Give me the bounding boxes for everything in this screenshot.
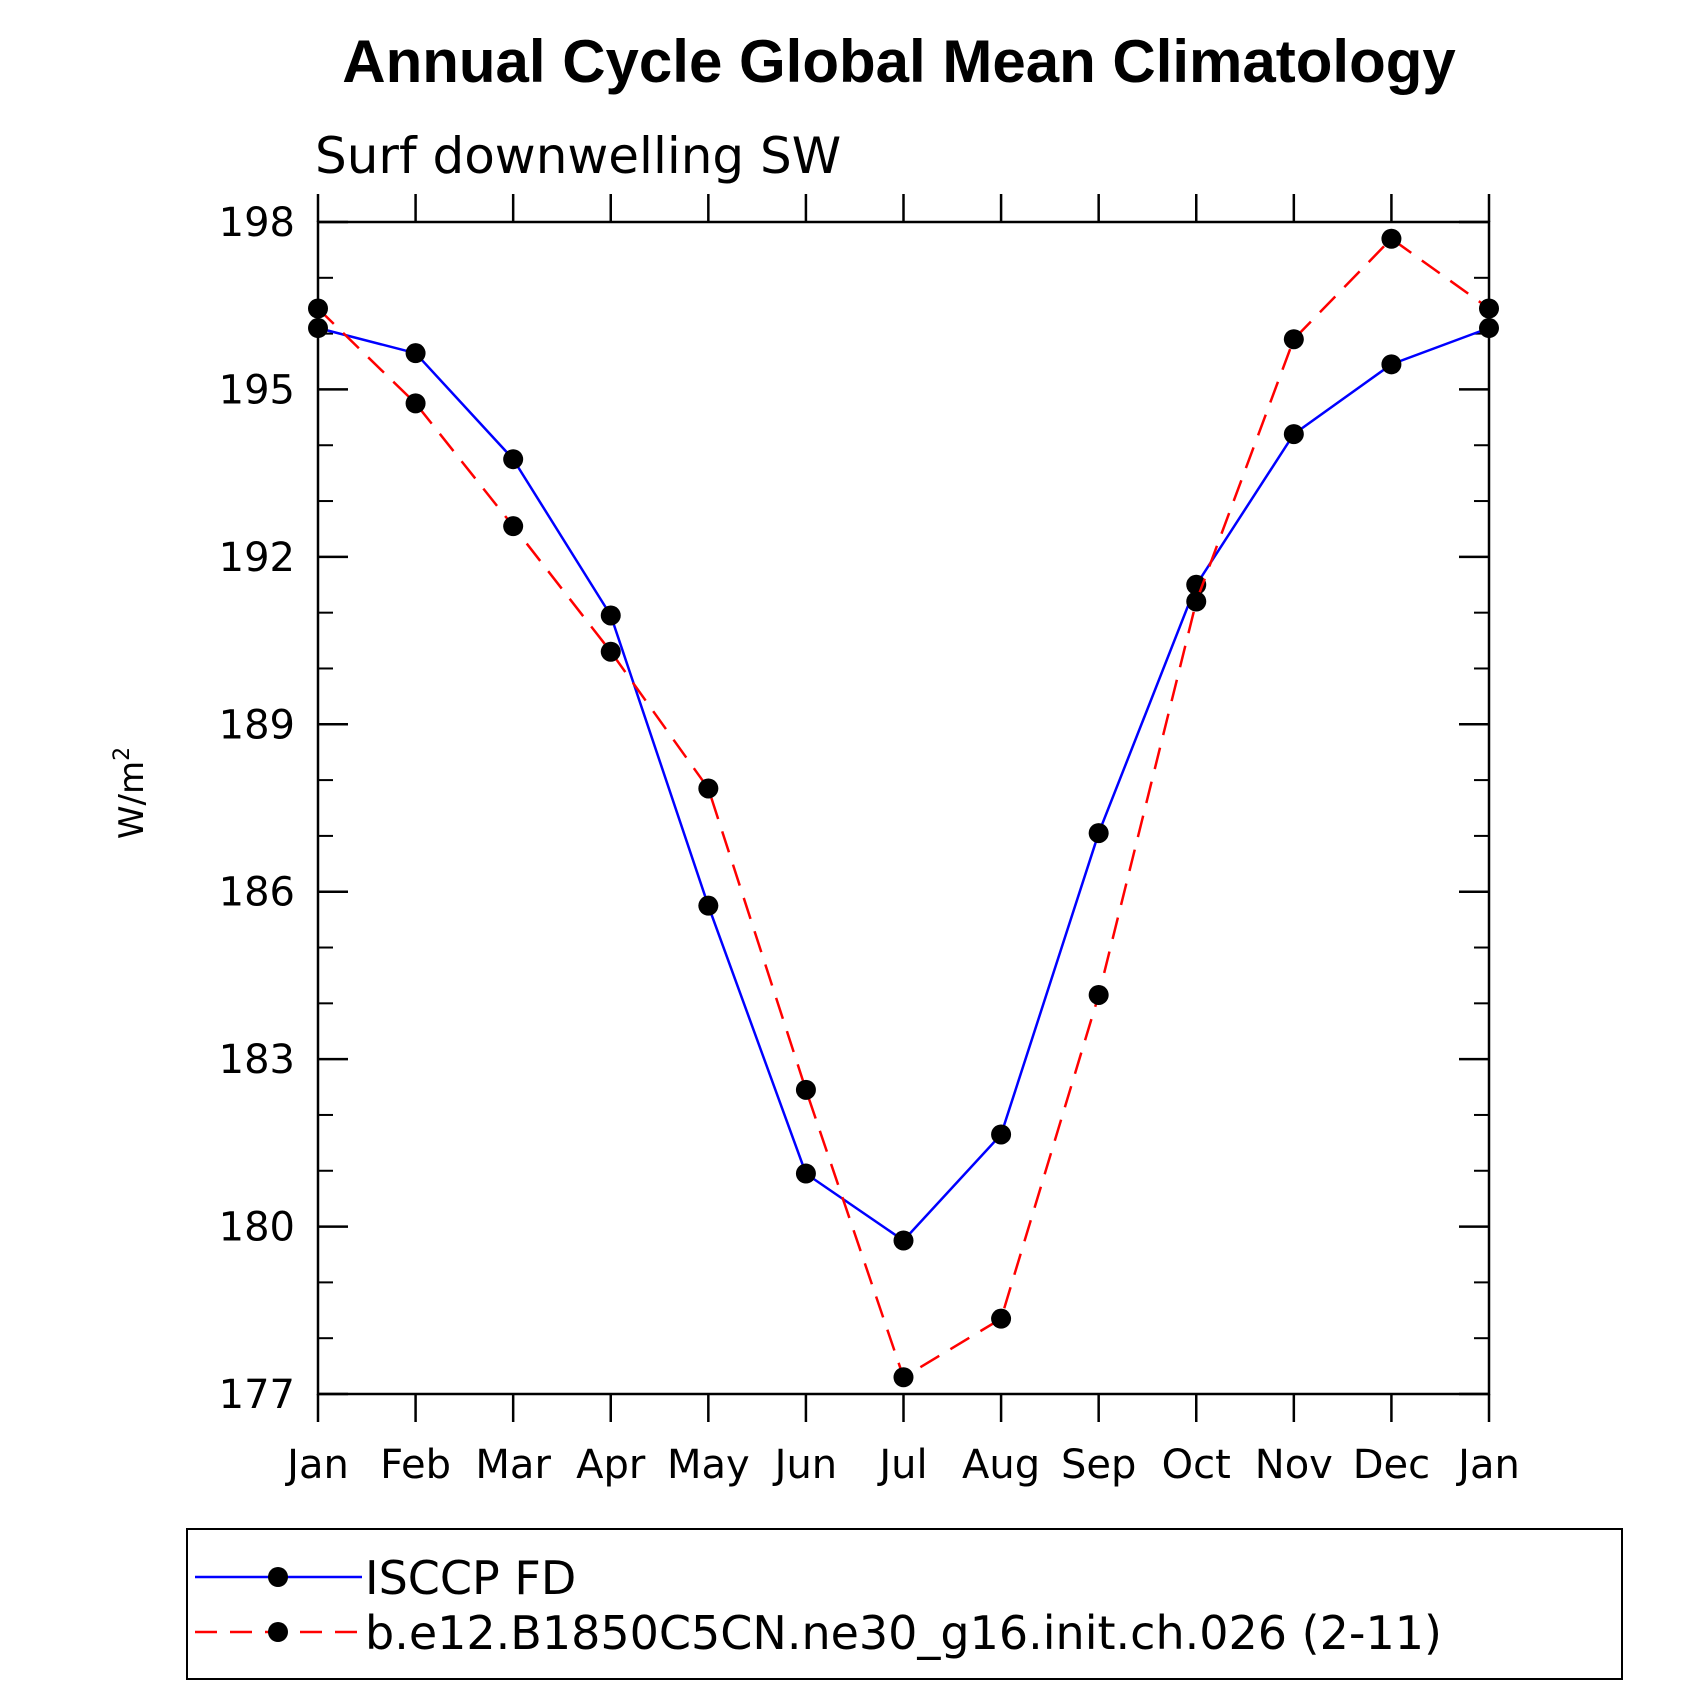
- legend-label: b.e12.B1850C5CN.ne30_g16.init.ch.026 (2-…: [365, 1606, 1442, 1660]
- plot-frame: [316, 220, 1491, 1396]
- series-line: [317, 326, 1490, 1243]
- y-tick-label: 186: [219, 870, 295, 916]
- legend: ISCCP FDb.e12.B1850C5CN.ne30_g16.init.ch…: [186, 1528, 1623, 1680]
- x-tick-label: Oct: [1162, 1442, 1231, 1488]
- series-line: [317, 237, 1490, 1380]
- x-tick-label: Jun: [772, 1442, 838, 1488]
- data-point: [1283, 424, 1304, 445]
- data-point: [893, 1230, 914, 1251]
- y-tick-label: 195: [219, 367, 295, 413]
- y-tick-label: 177: [219, 1372, 295, 1418]
- data-point: [991, 1124, 1012, 1145]
- x-tick-label: Jan: [1455, 1442, 1520, 1488]
- x-tick-label: Feb: [380, 1442, 451, 1488]
- legend-label: ISCCP FD: [365, 1551, 576, 1605]
- chart-title: Annual Cycle Global Mean Climatology: [342, 28, 1456, 95]
- data-point: [1088, 823, 1109, 844]
- plot-series: [308, 228, 1499, 1388]
- x-tick-label: Apr: [576, 1442, 646, 1488]
- data-point: [698, 778, 719, 799]
- x-tick-label: Sep: [1061, 1442, 1136, 1488]
- data-point: [1479, 318, 1499, 339]
- x-tick-label: May: [667, 1442, 750, 1488]
- x-tick-label: Aug: [962, 1442, 1040, 1488]
- legend-marker: [268, 1567, 288, 1587]
- data-point: [795, 1163, 816, 1184]
- data-point: [503, 449, 524, 470]
- y-tick-label: 180: [219, 1205, 295, 1251]
- data-point: [405, 343, 426, 364]
- y-tick-label: 189: [219, 702, 295, 748]
- series-1: [308, 318, 1499, 1251]
- y-tick-label: 192: [219, 535, 295, 581]
- y-tick-label: 198: [219, 200, 295, 246]
- y-tick-label: 183: [219, 1037, 295, 1083]
- data-point: [308, 318, 328, 339]
- data-point: [1381, 354, 1402, 375]
- x-tick-label: Jan: [284, 1442, 349, 1488]
- data-point: [1088, 984, 1109, 1005]
- y-axis-label: W/m2: [110, 747, 152, 839]
- series-2: [308, 228, 1499, 1388]
- x-tick-label: Nov: [1255, 1442, 1333, 1488]
- data-point: [893, 1367, 914, 1388]
- data-point: [1283, 329, 1304, 350]
- legend-entry: ISCCP FD: [195, 1551, 576, 1605]
- legend-entry: b.e12.B1850C5CN.ne30_g16.init.ch.026 (2-…: [195, 1606, 1442, 1660]
- data-point: [503, 516, 524, 537]
- data-point: [1381, 228, 1402, 249]
- data-point: [308, 298, 328, 319]
- data-point: [698, 895, 719, 916]
- x-tick-label: Jul: [876, 1442, 927, 1488]
- data-point: [795, 1079, 816, 1100]
- legend-box: [186, 1528, 1623, 1680]
- data-point: [600, 605, 621, 626]
- data-point: [600, 641, 621, 662]
- data-point: [1186, 591, 1207, 612]
- data-point: [405, 393, 426, 414]
- legend-marker: [268, 1622, 288, 1642]
- data-point: [991, 1308, 1012, 1329]
- plot-axes: Jan Feb Mar Apr May Jun Jul Aug Sep Oct Nov Dec Jan 1…: [219, 194, 1520, 1488]
- data-point: [1479, 298, 1499, 319]
- x-tick-label: Dec: [1353, 1442, 1430, 1488]
- x-tick-label: Mar: [475, 1442, 551, 1488]
- chart-subtitle: Surf downwelling SW: [315, 127, 841, 185]
